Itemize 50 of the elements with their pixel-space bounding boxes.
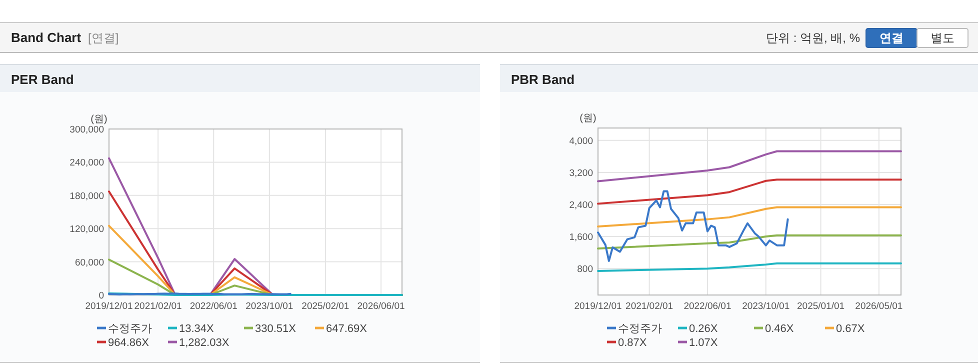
- y-tick-label: 2,400: [569, 200, 593, 211]
- line-series: [597, 190, 789, 262]
- legend-label: 수정주가: [618, 323, 662, 335]
- text: 연결: [880, 31, 904, 45]
- legend-label: 647.69X: [326, 323, 368, 335]
- y-tick-label: 3,200: [569, 168, 593, 179]
- legend-label: 0.87X: [618, 337, 648, 349]
- y-tick-label: 60,000: [74, 257, 104, 268]
- y-tick-label: 800: [577, 264, 593, 276]
- text: [연결]: [88, 31, 119, 45]
- x-tick-label: 2023/10/01: [742, 301, 790, 312]
- y-axis-title: (원): [90, 114, 108, 125]
- line-series: [597, 150, 902, 182]
- x-tick-label: 2022/06/01: [190, 301, 238, 312]
- x-tick-label: 2026/06/01: [357, 301, 405, 312]
- chart-title: PER Band: [11, 72, 74, 87]
- x-tick-label: 2022/06/01: [684, 301, 732, 312]
- y-tick-label: 0: [98, 290, 104, 302]
- legend-label: 수정주가: [108, 323, 152, 335]
- legend-label: 1,282.03X: [179, 337, 230, 349]
- y-tick-label: 240,000: [70, 158, 104, 169]
- y-axis-title: (원): [580, 113, 596, 124]
- y-tick-label: 300,000: [70, 124, 104, 136]
- chart-title: PBR Band: [511, 72, 575, 87]
- line-series: [597, 178, 902, 205]
- legend-label: 964.86X: [108, 337, 150, 349]
- y-tick-label: 120,000: [70, 224, 104, 236]
- x-tick-label: 2023/10/01: [246, 301, 294, 312]
- x-tick-label: 2019/12/01: [85, 301, 133, 312]
- x-tick-label: 2026/05/01: [855, 301, 903, 312]
- y-tick-label: 180,000: [70, 190, 104, 202]
- x-tick-label: 2021/02/01: [626, 301, 674, 312]
- x-tick-label: 2019/12/01: [574, 301, 622, 312]
- line-series: [597, 206, 902, 228]
- legend-label: 13.34X: [179, 323, 215, 335]
- line-series: [597, 262, 902, 272]
- text: Band Chart: [11, 30, 82, 45]
- x-tick-label: 2025/02/01: [302, 301, 350, 312]
- legend-label: 0.46X: [765, 323, 794, 335]
- legend-label: 0.67X: [836, 323, 866, 335]
- text: 단위 : 억원, 배, %: [766, 31, 860, 45]
- line-series: [597, 234, 902, 250]
- y-tick-label: 1,600: [569, 232, 593, 244]
- x-tick-label: 2021/02/01: [134, 301, 182, 312]
- legend-label: 0.26X: [689, 323, 718, 335]
- x-tick-label: 2025/01/01: [797, 301, 845, 312]
- legend-label: 1.07X: [689, 337, 718, 349]
- text: 별도: [930, 31, 954, 45]
- y-tick-label: 4,000: [569, 136, 593, 147]
- legend-label: 330.51X: [255, 323, 297, 335]
